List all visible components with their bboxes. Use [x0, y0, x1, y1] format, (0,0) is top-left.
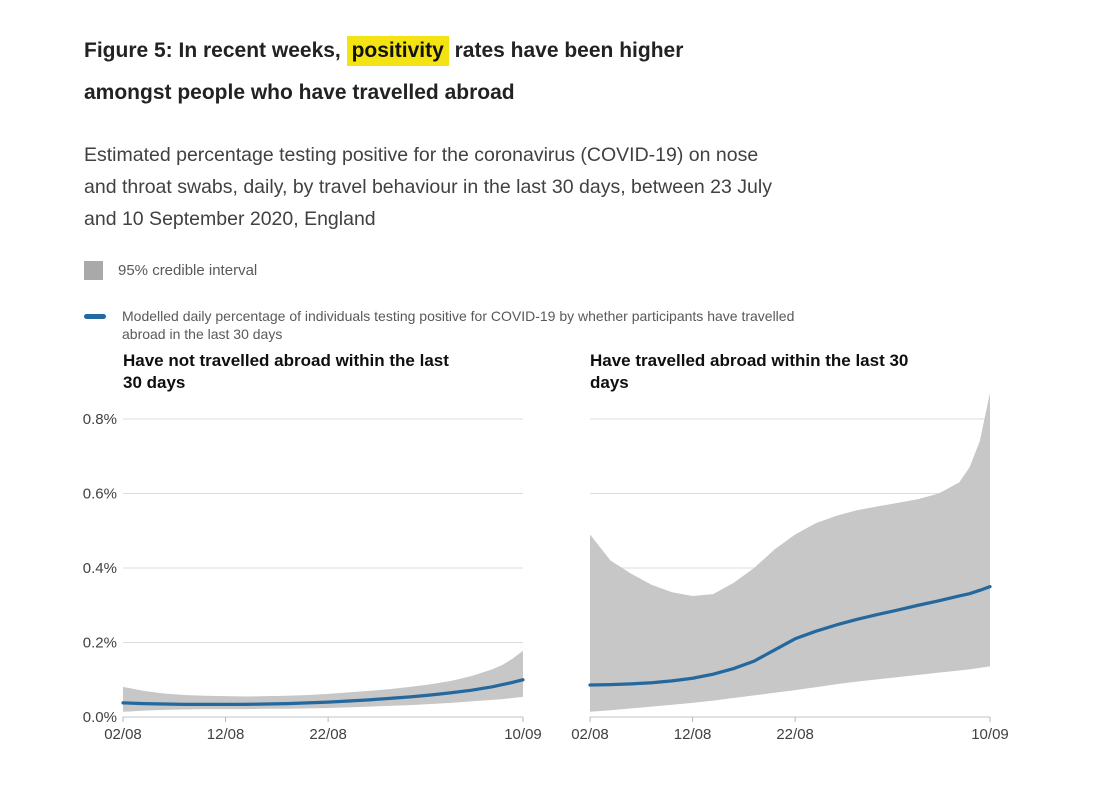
x-tick-label: 12/08: [207, 726, 245, 743]
modelled-line: [588, 585, 992, 687]
y-tick-label: 0.2%: [83, 635, 117, 652]
x-tick-label: 10/09: [971, 726, 1009, 743]
x-tick-label: 02/08: [104, 726, 142, 743]
panel-title-travelled: Have travelled abroad within the last 30…: [590, 350, 990, 394]
panel-title-not-travelled: Have not travelled abroad within the las…: [123, 350, 543, 394]
y-tick-label: 0.6%: [83, 486, 117, 503]
panel-title-not-travelled-line1: Have not travelled abroad within the las…: [123, 351, 449, 370]
modelled-line-label: Modelled daily percentage of individuals…: [122, 308, 794, 343]
subtitle-line-2: and throat swabs, daily, by travel behav…: [84, 176, 772, 198]
modelled-line-label-line1: Modelled daily percentage of individuals…: [122, 308, 795, 324]
figure-title-line1: Figure 5: In recent weeks, positivity ra…: [84, 30, 884, 72]
figure-title: Figure 5: In recent weeks, positivity ra…: [84, 30, 884, 114]
panel-title-travelled-line2: days: [590, 373, 629, 392]
title-highlight: positivity: [346, 36, 449, 66]
subtitle-line-1: Estimated percentage testing positive fo…: [84, 144, 759, 166]
credible-interval-label: 95% credible interval: [118, 262, 258, 279]
x-tick-label: 22/08: [309, 726, 347, 743]
title-text-pre: Figure 5: In recent weeks,: [84, 39, 347, 62]
y-tick-label: 0.8%: [83, 411, 117, 428]
figure-subtitle: Estimated percentage testing positive fo…: [84, 139, 984, 235]
x-tick-label: 22/08: [776, 726, 814, 743]
modelled-line: [121, 678, 525, 706]
y-tick-label: 0.0%: [83, 709, 117, 726]
legend-modelled-line: Modelled daily percentage of individuals…: [84, 308, 794, 343]
subtitle-line-3: and 10 September 2020, England: [84, 208, 376, 230]
x-tick-label: 02/08: [571, 726, 609, 743]
credible-interval-swatch: [84, 261, 103, 280]
x-tick-label: 12/08: [674, 726, 712, 743]
y-tick-label: 0.4%: [83, 560, 117, 577]
modelled-line-swatch: [84, 314, 106, 319]
panel-title-not-travelled-line2: 30 days: [123, 373, 186, 392]
modelled-line-label-line2: abroad in the last 30 days: [122, 325, 283, 342]
figure-title-line2: amongst people who have travelled abroad: [84, 81, 515, 104]
credible-interval-band: [590, 392, 990, 712]
title-text-post: rates have been higher: [448, 39, 684, 62]
panel-title-travelled-line1: Have travelled abroad within the last 30: [590, 351, 909, 370]
legend-credible-interval: 95% credible interval: [84, 261, 257, 280]
x-tick-label: 10/09: [504, 726, 542, 743]
